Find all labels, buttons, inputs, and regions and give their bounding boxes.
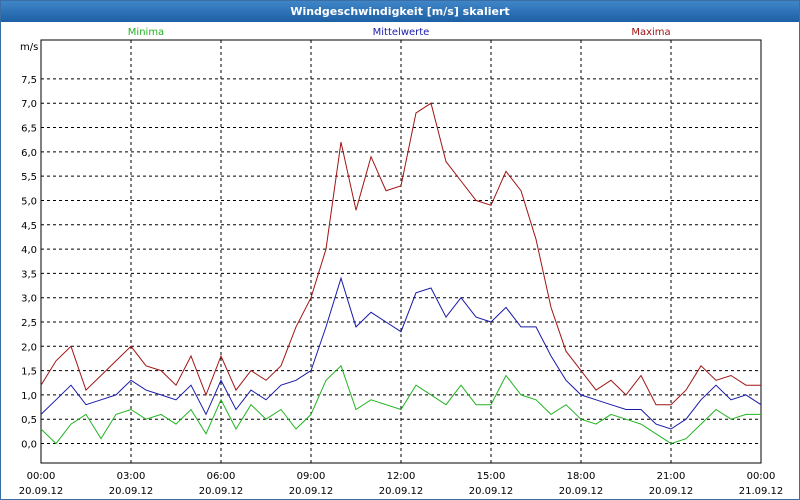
window-title: Windgeschwindigkeit [m/s] skaliert (1, 1, 799, 22)
series-lines (40, 102, 762, 445)
x-tick-time: 15:00 (477, 471, 506, 482)
x-tick-time: 06:00 (207, 471, 236, 482)
x-tick-date: 20.09.12 (19, 486, 64, 497)
y-tick-label: 5,0 (21, 196, 37, 207)
y-tick-label: 6,0 (21, 148, 37, 159)
legend-minima: Minima (128, 27, 164, 38)
legend-maxima: Maxima (631, 27, 670, 38)
y-tick-label: 7,5 (21, 75, 37, 86)
x-tick-date: 20.09.12 (649, 486, 694, 497)
x-axis-ticks: 00:00 20.09.12 03:00 20.09.12 06:00 20.09.12 0… (19, 471, 784, 497)
x-tick-time: 03:00 (117, 471, 146, 482)
x-tick-date: 21.09.12 (739, 486, 784, 497)
x-tick-time: 18:00 (567, 471, 596, 482)
x-tick-time: 00:00 (27, 471, 56, 482)
x-tick-date: 20.09.12 (199, 486, 244, 497)
y-tick-label: 1,5 (21, 367, 37, 378)
x-tick-date: 20.09.12 (379, 486, 424, 497)
y-tick-label: 4,0 (21, 245, 37, 256)
y-tick-label: 2,0 (21, 342, 37, 353)
y-tick-label: 3,5 (21, 269, 37, 280)
x-tick-date: 20.09.12 (469, 486, 514, 497)
x-tick-time: 00:00 (747, 471, 776, 482)
plot-border (40, 39, 762, 464)
y-tick-label: 1,0 (21, 391, 37, 402)
x-tick-time: 21:00 (657, 471, 686, 482)
grid (41, 40, 761, 463)
series-minima-line (40, 364, 761, 445)
series-maxima-line (40, 102, 761, 406)
x-tick-time: 09:00 (297, 471, 326, 482)
series-mittelwerte-line (40, 276, 762, 430)
y-axis-label: m/s (20, 42, 38, 53)
y-tick-label: 0,5 (21, 415, 37, 426)
x-tick-date: 20.09.12 (289, 486, 334, 497)
y-axis-ticks: 0,0 0,5 1,0 1,5 2,0 2,5 3,0 3,5 4,0 4,5 5,0 5,5 6,0 6… (21, 75, 37, 451)
y-tick-label: 0,0 (21, 440, 37, 451)
y-tick-label: 4,5 (21, 221, 37, 232)
x-tick-time: 12:00 (387, 471, 416, 482)
y-tick-label: 2,5 (21, 318, 37, 329)
y-tick-label: 7,0 (21, 99, 37, 110)
x-tick-date: 20.09.12 (109, 486, 154, 497)
x-tick-date: 20.09.12 (559, 486, 604, 497)
y-tick-label: 5,5 (21, 172, 37, 183)
legend-mittelwerte: Mittelwerte (373, 27, 430, 38)
y-tick-label: 3,0 (21, 294, 37, 305)
y-tick-label: 6,5 (21, 124, 37, 135)
